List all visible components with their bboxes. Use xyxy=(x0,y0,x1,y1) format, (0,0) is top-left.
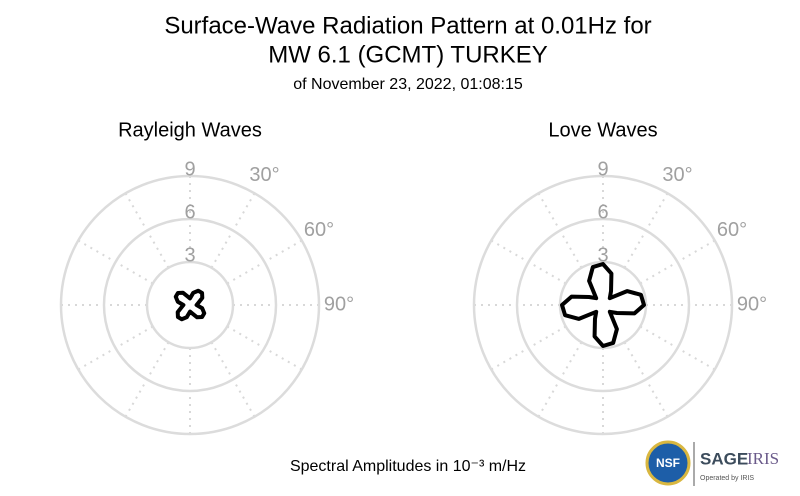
ring-line xyxy=(145,260,235,350)
chart-title: Surface-Wave Radiation Pattern at 0.01Hz… xyxy=(164,12,651,39)
nsf-text: NSF xyxy=(656,456,680,470)
r-tick-label: 6 xyxy=(184,201,195,223)
axis-caption: Spectral Amplitudes in 10⁻³ m/Hz xyxy=(290,458,526,475)
radiation-pattern xyxy=(560,262,646,348)
ring-line xyxy=(558,260,648,350)
radiation-pattern xyxy=(173,288,207,322)
iris-text: IRIS xyxy=(747,449,779,468)
r-tick-label: 9 xyxy=(597,158,608,180)
r-tick-label: 9 xyxy=(184,158,195,180)
logos: NSF SAGE IRIS Operated by IRIS xyxy=(645,440,779,486)
panel-title: Rayleigh Waves xyxy=(118,119,262,141)
theta-tick-label: 60° xyxy=(717,219,747,241)
ring-line xyxy=(472,174,734,436)
theta-tick-label: 60° xyxy=(304,219,334,241)
theta-tick-label: 30° xyxy=(249,164,279,186)
r-tick-label: 6 xyxy=(597,201,608,223)
panel-title: Love Waves xyxy=(548,119,657,141)
r-tick-label: 3 xyxy=(184,244,195,266)
ring-line xyxy=(59,174,321,436)
chart-title: MW 6.1 (GCMT) TURKEY xyxy=(268,41,548,68)
ring-line xyxy=(515,217,691,393)
theta-tick-label: 30° xyxy=(662,164,692,186)
ring-line xyxy=(102,217,278,393)
operated-text: Operated by IRIS xyxy=(700,475,754,482)
nsf-logo xyxy=(645,440,691,486)
chart-subtitle: of November 23, 2022, 01:08:15 xyxy=(293,76,523,93)
theta-tick-label: 90° xyxy=(737,293,767,315)
sage-text: SAGE xyxy=(700,449,748,468)
r-tick-label: 3 xyxy=(597,244,608,266)
theta-tick-label: 90° xyxy=(324,293,354,315)
